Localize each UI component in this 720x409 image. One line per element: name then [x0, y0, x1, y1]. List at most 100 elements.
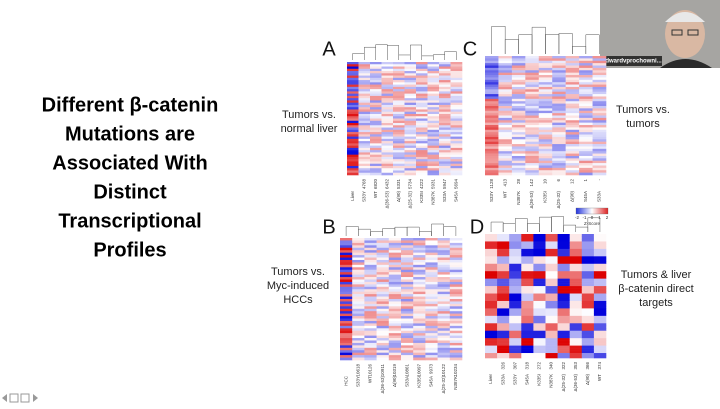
heatmap-cell [545, 263, 558, 267]
heatmap-cell [485, 117, 499, 121]
heatmap-cell [439, 123, 451, 126]
heatmap-cell [552, 84, 566, 88]
heatmap-cell [581, 278, 595, 282]
heatmap-cell [552, 158, 566, 162]
heatmap-cell [381, 68, 394, 72]
heatmap-cell [592, 165, 607, 169]
heatmap-cell [450, 136, 463, 140]
heatmap-cell [525, 144, 540, 147]
heatmap-cell [545, 300, 558, 304]
heatmap-cell [557, 283, 570, 287]
heatmap-cell [404, 125, 417, 128]
colorbar: -2 -1 0 1 2Z-Score [575, 207, 609, 226]
heatmap-cell [449, 247, 463, 251]
heatmap-cell [533, 238, 546, 242]
heatmap-cell [545, 305, 558, 309]
heatmap-cell [521, 268, 534, 272]
heatmap-cell [557, 248, 570, 252]
heatmap-cell [498, 151, 513, 154]
heatmap-cell [401, 250, 414, 253]
heatmap-cell [593, 286, 607, 289]
heatmap-cell [347, 168, 359, 171]
heatmap-cell [450, 113, 463, 117]
heatmap-cell [427, 68, 440, 72]
heatmap-cell [370, 71, 382, 74]
heatmap-cell [511, 167, 526, 171]
heatmap-cell [581, 283, 595, 287]
heatmap-cell [425, 247, 438, 251]
heatmap-cell [381, 150, 394, 153]
heatmap-cell [509, 236, 522, 240]
heatmap-cell [538, 108, 553, 112]
heatmap-cell [439, 152, 451, 155]
heatmap-cell [498, 56, 513, 59]
heatmap-cell [552, 122, 566, 126]
heatmap-cell [364, 301, 377, 305]
heatmap-cell [579, 170, 593, 173]
heatmap-cell [521, 328, 534, 332]
heatmap-cell [439, 102, 451, 106]
heatmap-cell [498, 77, 513, 81]
heatmap-cell [404, 156, 417, 160]
heatmap-cell [401, 330, 414, 334]
heatmap-cell [485, 271, 498, 274]
heatmap-cell [521, 263, 534, 267]
heatmap-cell [557, 355, 570, 359]
heatmap-cell [401, 323, 414, 327]
heatmap-cell [511, 144, 526, 147]
heatmap-cell [557, 268, 570, 272]
column-label: K335I [419, 191, 424, 203]
colorbar-tick: 0 [591, 215, 594, 220]
heatmap-cell [437, 323, 451, 327]
heatmap-cell [533, 261, 546, 265]
column-count: 374 [597, 362, 602, 370]
heatmap-cell [449, 252, 463, 256]
heatmap-cell [497, 234, 510, 237]
heatmap-cell [581, 276, 595, 279]
heatmap-cell [370, 100, 382, 103]
heatmap-cell [449, 328, 463, 332]
heatmap-cell [525, 129, 540, 133]
heatmap-cell [364, 330, 377, 334]
heatmap-cell [364, 340, 377, 344]
heatmap-cell [521, 271, 534, 274]
heatmap-cell [425, 279, 438, 283]
heatmap-cell [376, 320, 390, 324]
heatmap-cell [569, 318, 583, 322]
heatmap-cell [485, 320, 498, 324]
heatmap-cell [593, 353, 607, 356]
heatmap-cell [569, 234, 583, 237]
heatmap-cell [352, 281, 365, 285]
heatmap-cell [450, 172, 463, 176]
heatmap-cell [370, 161, 382, 164]
heatmap-cell [565, 167, 580, 171]
heatmap-cell [497, 288, 510, 292]
heatmap-cell [521, 261, 534, 265]
heatmap-cell [340, 333, 353, 336]
heatmap-cell [450, 64, 463, 67]
heatmap-cell [439, 100, 451, 103]
heatmap-cell [525, 134, 540, 138]
heatmap-cell [364, 257, 377, 261]
heatmap-cell [450, 62, 463, 65]
heatmap-cell [552, 172, 566, 176]
heatmap-cell [509, 293, 522, 297]
heatmap-cell [565, 60, 580, 64]
heatmap-cell [533, 340, 546, 344]
heatmap-cell [545, 248, 558, 252]
heatmap-cell [533, 310, 546, 314]
nav-controls[interactable] [2, 393, 38, 403]
title-line: Distinct [93, 181, 167, 203]
heatmap-cell [545, 238, 558, 242]
heatmap-cell [427, 66, 440, 70]
heatmap-cell [388, 291, 402, 295]
heatmap-cell [358, 118, 371, 122]
heatmap-cell [565, 146, 580, 150]
heatmap-cell [437, 284, 451, 288]
heatmap-cell [509, 333, 522, 336]
heatmap-cell [340, 345, 353, 349]
heatmap-cell [364, 240, 377, 244]
heatmap-cell [401, 279, 414, 283]
heatmap-cell [347, 95, 359, 99]
heatmap-cell [370, 82, 382, 85]
